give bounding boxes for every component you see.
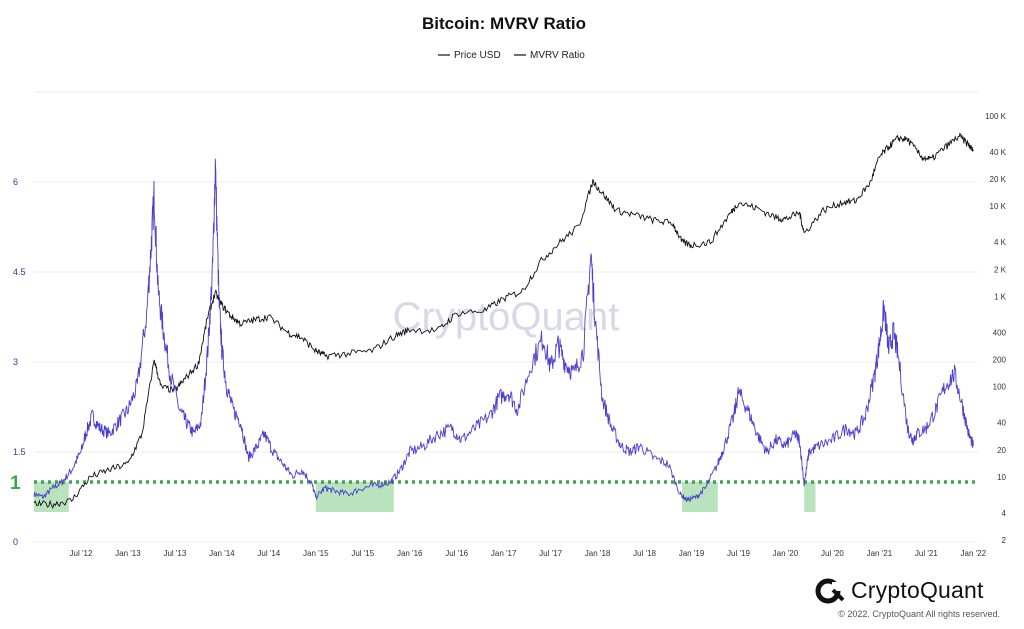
undervalued-zone-1 [315, 482, 394, 512]
y-right-tick-label: 2 K [994, 265, 1007, 274]
y-right-tick-label: 200 [993, 356, 1007, 365]
right-axis: 2 4 10 20 40 100 200 400 1 K 2 K 4 K 10 K 20 K 40 K 10… [985, 112, 1007, 545]
gridlines [34, 91, 978, 543]
undervalued-zone-0 [34, 482, 69, 512]
y-right-tick-label: 2 [1002, 536, 1007, 545]
x-tick-label: Jan '15 [303, 549, 329, 558]
x-tick-label: Jul '12 [70, 549, 93, 558]
y-left-tick-label: 0 [13, 537, 18, 547]
legend: Price USD MVRV Ratio [438, 50, 585, 61]
x-tick-label: Jul '18 [633, 549, 656, 558]
x-tick-label: Jan '19 [679, 549, 705, 558]
x-tick-label: Jan '18 [585, 549, 611, 558]
x-axis: Jul '12 Jan '13 Jul '13 Jan '14 Jul '14 Jan '… [70, 549, 987, 558]
x-tick-label: Jul '17 [539, 549, 562, 558]
y-right-tick-label: 40 [997, 419, 1006, 428]
y-right-tick-label: 100 [993, 383, 1007, 392]
y-left-tick-label: 1.5 [13, 447, 26, 457]
undervalued-zone-3 [804, 482, 816, 512]
undervalued-zones [34, 482, 816, 512]
series-line-mvrv [33, 158, 974, 503]
y-right-tick-label: 100 K [985, 112, 1007, 121]
y-right-tick-label: 40 K [990, 148, 1007, 157]
x-tick-label: Jul '15 [351, 549, 374, 558]
x-tick-label: Jan '20 [773, 549, 799, 558]
y-right-tick-label: 10 [997, 473, 1006, 482]
legend-label-mvrv: MVRV Ratio [530, 50, 585, 61]
copyright-text: © 2022. CryptoQuant All rights reserved. [838, 609, 1000, 619]
y-right-tick-label: 10 K [990, 202, 1007, 211]
x-tick-label: Jul '14 [257, 549, 280, 558]
cryptoquant-logo-icon [815, 578, 845, 604]
x-tick-label: Jul '21 [915, 549, 938, 558]
undervalued-zone-2 [682, 482, 718, 512]
threshold-label: 1 [10, 473, 21, 494]
y-right-tick-label: 20 [997, 446, 1006, 455]
x-tick-label: Jan '14 [209, 549, 235, 558]
x-tick-label: Jul '16 [445, 549, 468, 558]
series-line-price [33, 132, 974, 509]
brand-name: CryptoQuant [851, 577, 984, 603]
left-axis: 0 1.5 3 4.5 6 [13, 177, 26, 547]
chart-title: Bitcoin: MVRV Ratio [422, 14, 586, 33]
y-right-tick-label: 20 K [990, 175, 1007, 184]
brand: CryptoQuant [815, 577, 984, 604]
x-tick-label: Jan '13 [115, 549, 141, 558]
x-tick-label: Jan '22 [961, 549, 987, 558]
y-left-tick-label: 4.5 [13, 267, 26, 277]
x-tick-label: Jul '19 [727, 549, 750, 558]
y-right-tick-label: 400 [993, 328, 1007, 337]
x-tick-label: Jan '17 [491, 549, 517, 558]
x-tick-label: Jan '21 [867, 549, 893, 558]
y-right-tick-label: 4 K [994, 238, 1007, 247]
legend-label-price: Price USD [454, 50, 501, 61]
x-tick-label: Jan '16 [397, 549, 423, 558]
x-tick-label: Jul '20 [821, 549, 844, 558]
x-tick-label: Jul '13 [163, 549, 186, 558]
y-left-tick-label: 6 [13, 177, 18, 187]
y-right-tick-label: 1 K [994, 292, 1007, 301]
y-right-tick-label: 4 [1002, 509, 1007, 518]
y-left-tick-label: 3 [13, 357, 18, 367]
